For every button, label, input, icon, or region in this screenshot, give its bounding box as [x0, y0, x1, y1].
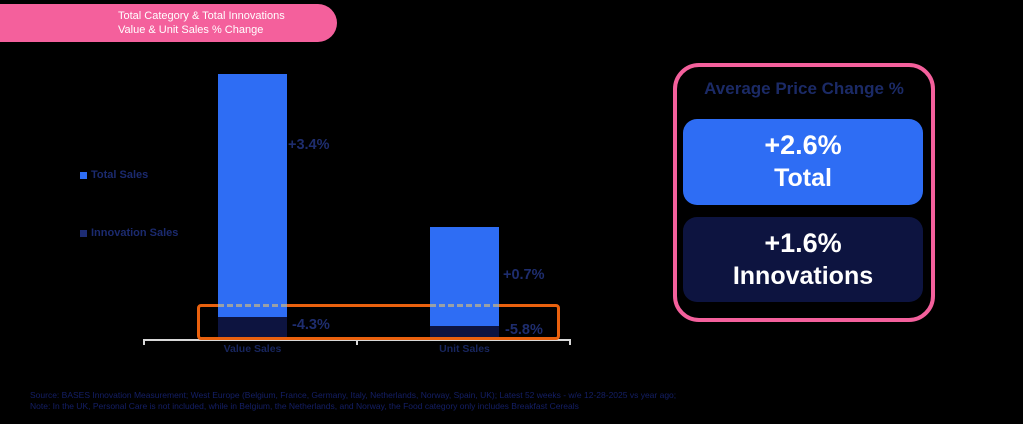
note-line: Note: In the UK, Personal Care is not in…	[30, 401, 579, 411]
price-card-innovations-label: Innovations	[732, 261, 874, 290]
bar-value-label-innovation-value: -4.3%	[292, 317, 330, 333]
average-price-change-panel: Average Price Change %	[673, 63, 935, 322]
price-card-total-value: +2.6%	[764, 130, 842, 160]
bar-value-label-total-value: +3.4%	[288, 137, 330, 153]
bar-value-label-total-unit: +0.7%	[503, 267, 545, 283]
category-label-unit-sales: Unit Sales	[439, 343, 490, 355]
legend-item-innovation-sales: Innovation Sales	[80, 227, 178, 239]
price-card-innovations: +1.6% Innovations	[683, 217, 923, 302]
price-card-innovations-value: +1.6%	[764, 227, 842, 258]
x-axis-tick	[356, 339, 358, 345]
legend-item-total-sales: Total Sales	[80, 169, 148, 181]
price-panel-title: Average Price Change %	[704, 79, 904, 98]
source-line: Source: BASES Innovation Measurement; We…	[30, 390, 677, 400]
legend-marker-total-sales-icon	[80, 171, 87, 179]
legend-marker-innovation-sales-icon	[80, 229, 87, 237]
bar-value-label-innovation-unit: -5.8%	[505, 322, 543, 338]
bar-total-sales-unit	[430, 227, 499, 326]
legend-label-total-sales: Total Sales	[91, 169, 149, 181]
price-card-total: +2.6% Total	[683, 119, 923, 205]
chart-title-badge: Total Category & Total Innovations Value…	[0, 4, 337, 42]
bar-total-sales-value	[218, 74, 287, 317]
x-axis-tick	[143, 339, 145, 345]
price-card-total-label: Total	[774, 164, 832, 192]
legend-label-innovation-sales: Innovation Sales	[91, 227, 179, 239]
bar-innovation-sales-unit	[430, 326, 499, 337]
x-axis-tick	[569, 339, 571, 345]
highlight-box-dashed-edge	[218, 304, 287, 307]
source-note: Source: BASES Innovation Measurement; We…	[30, 390, 676, 412]
chart-title-line1: Total Category & Total Innovations	[118, 10, 285, 22]
chart-title-line2: Value & Unit Sales % Change	[118, 24, 264, 36]
highlight-box-dashed-edge	[430, 304, 499, 307]
bar-innovation-sales-value	[218, 317, 287, 337]
innovation-decline-highlight-box	[197, 304, 560, 340]
category-label-value-sales: Value Sales	[223, 343, 282, 355]
